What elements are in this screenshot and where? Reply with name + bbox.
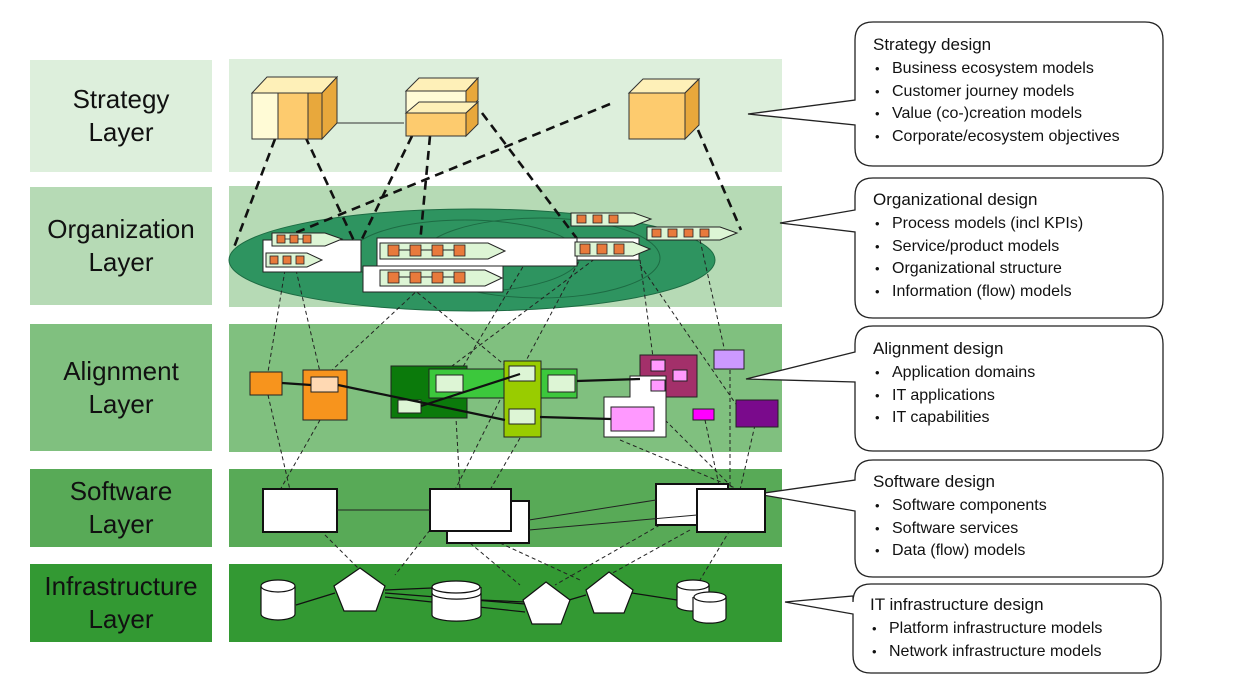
lavender-app: [713, 349, 745, 370]
strategy-cube-3: [627, 77, 701, 141]
callout-item: Information (flow) models: [875, 281, 1083, 304]
infrastructure-nodes: [260, 567, 727, 625]
strategy-cube-2: [404, 76, 480, 138]
organization-layer-label: Organization Layer: [30, 187, 212, 305]
orange-small-app: [249, 371, 283, 396]
callout-infrastructure: IT infrastructure design Platform infras…: [870, 595, 1102, 663]
purple-app: [735, 399, 779, 428]
strategy-org-links: [231, 102, 743, 251]
callout-strategy: Strategy design Business ecosystem model…: [873, 35, 1120, 148]
database-4: [692, 591, 727, 624]
software-layer-label: Software Layer: [30, 469, 212, 547]
process-tasks: [269, 214, 710, 284]
callout-software: Software design Software components Soft…: [873, 472, 1047, 563]
server-node-2: [522, 581, 571, 625]
software-components: [262, 483, 766, 544]
callout-item: IT capabilities: [875, 407, 1035, 430]
server-node-1: [333, 567, 386, 612]
callout-item: Network infrastructure models: [872, 641, 1102, 664]
callout-alignment: Alignment design Application domains IT …: [873, 339, 1035, 430]
server-node-3: [585, 571, 634, 614]
callout-item: Corporate/ecosystem objectives: [875, 126, 1120, 149]
application-links: [281, 372, 641, 422]
callout-title: Alignment design: [873, 339, 1004, 358]
callout-item: Service/product models: [875, 236, 1083, 259]
magenta-app: [692, 408, 715, 421]
callout-item: Value (co-)creation models: [875, 103, 1120, 126]
alignment-layer-label: Alignment Layer: [30, 324, 212, 451]
database-2: [431, 580, 482, 622]
pink-app: [610, 406, 655, 432]
callout-organization: Organizational design Process models (in…: [873, 190, 1083, 303]
application-domains: [249, 349, 779, 438]
cross-layer-links: [267, 239, 756, 586]
callout-title: Software design: [873, 472, 995, 491]
callout-title: IT infrastructure design: [870, 595, 1044, 614]
callout-item: Software services: [875, 518, 1047, 541]
callout-item: Organizational structure: [875, 258, 1083, 281]
infrastructure-layer-label: Infrastructure Layer: [30, 564, 212, 642]
callout-item: Customer journey models: [875, 81, 1120, 104]
callout-item: Software components: [875, 495, 1047, 518]
strategy-cube-1: [250, 75, 339, 141]
callout-item: Platform infrastructure models: [872, 618, 1102, 641]
callout-item: Data (flow) models: [875, 540, 1047, 563]
database-1: [260, 579, 296, 621]
callout-item: IT applications: [875, 385, 1035, 408]
callout-title: Strategy design: [873, 35, 992, 54]
callout-item: Business ecosystem models: [875, 58, 1120, 81]
strategy-layer-label: Strategy Layer: [30, 60, 212, 172]
callout-title: Organizational design: [873, 190, 1038, 209]
callout-item: Application domains: [875, 362, 1035, 385]
callout-item: Process models (incl KPIs): [875, 213, 1083, 236]
